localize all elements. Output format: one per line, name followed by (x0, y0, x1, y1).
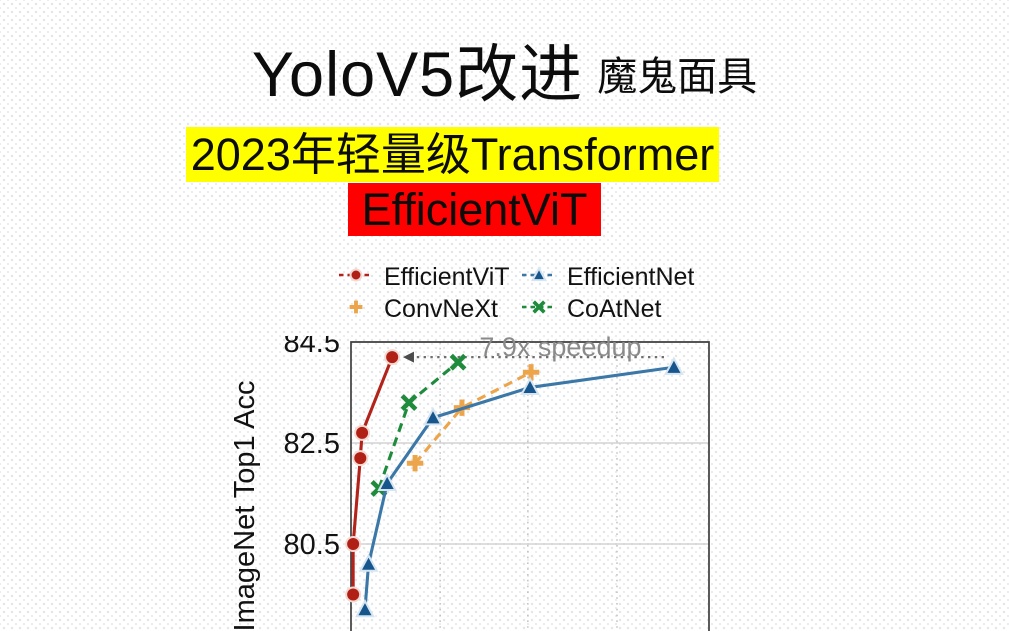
legend-item-coatnet: CoAtNet (519, 293, 694, 325)
convnext-marker-icon (336, 296, 376, 323)
highlight-block: 2023年轻量级Transformer EfficientViT (0, 127, 1009, 236)
chart-legend: EfficientViT EfficientNet ConvNeXt CoAtN… (336, 261, 694, 325)
accuracy-chart: 84.5 82.5 80.5 ImageNet Top1 Acc 7.9x speedu… (230, 336, 710, 631)
svg-text:80.5: 80.5 (284, 529, 340, 561)
slide-title-text: YoloV5改进 (251, 40, 584, 110)
legend-label: CoAtNet (567, 294, 662, 323)
highlight-line-efficientvit: EfficientViT (347, 183, 602, 236)
legend-label: EfficientViT (384, 262, 510, 291)
legend-item-convnext: ConvNeXt (336, 293, 519, 325)
svg-text:84.5: 84.5 (284, 336, 340, 359)
highlight-line-transformer: 2023年轻量级Transformer (185, 127, 720, 182)
brand-watermark: 魔鬼面具 (597, 54, 758, 100)
svg-text:7.9x speedup: 7.9x speedup (479, 336, 641, 362)
legend-item-efficientnet: EfficientNet (519, 261, 694, 293)
svg-text:82.5: 82.5 (284, 428, 340, 460)
legend-item-efficientvit: EfficientViT (336, 261, 519, 293)
legend-label: EfficientNet (567, 262, 695, 291)
slide-title: YoloV5改进 魔鬼面具 (0, 40, 1009, 111)
efficientnet-marker-icon (519, 264, 559, 291)
svg-text:ImageNet Top1 Acc: ImageNet Top1 Acc (230, 381, 261, 631)
efficientvit-marker-icon (336, 264, 376, 291)
coatnet-marker-icon (519, 296, 559, 323)
legend-label: ConvNeXt (384, 294, 498, 323)
